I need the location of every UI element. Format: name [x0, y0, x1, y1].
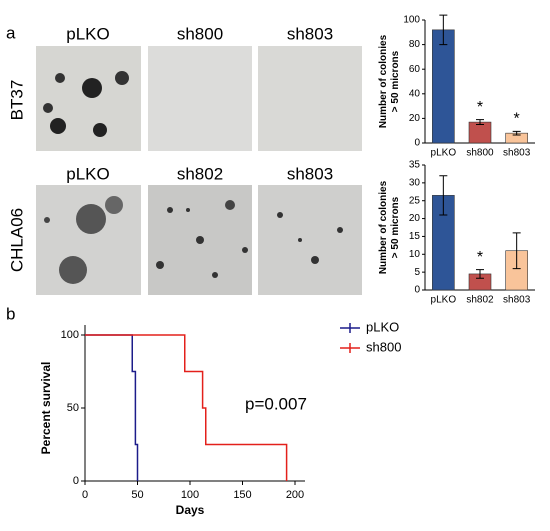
x-tick-label: sh800 [466, 148, 494, 159]
y-tick-label: 40 [409, 88, 421, 99]
x-tick-label: 200 [286, 489, 304, 501]
y-tick-label: 10 [409, 249, 421, 260]
y-tick-label: 80 [409, 39, 421, 50]
column-label: sh803 [287, 24, 333, 43]
significance-mark: * [477, 99, 483, 116]
y-axis-label: Percent survival [39, 362, 53, 455]
x-tick-label: sh803 [503, 295, 531, 306]
row-label: BT37 [7, 80, 26, 121]
x-tick-label: 150 [233, 489, 251, 501]
error-bar [476, 119, 484, 126]
panel-label: a [6, 23, 16, 42]
annotation: p=0.007 [245, 394, 307, 413]
y-tick-label: 5 [414, 267, 420, 278]
y-tick-label: 25 [409, 195, 421, 206]
error-bar [439, 14, 448, 46]
y-tick-label: 0 [73, 475, 79, 487]
y-axis-label: Number of colonies> 50 microns [378, 180, 401, 274]
y-tick-label: 35 [409, 160, 421, 171]
x-tick-label: 0 [82, 489, 88, 501]
row-label: CHLA06 [7, 208, 26, 272]
error-bar [476, 269, 484, 279]
error-bar [439, 175, 448, 216]
y-axis-label-line: Number of colonies [378, 34, 389, 128]
y-tick-label: 100 [61, 329, 79, 341]
significance-mark: * [514, 111, 520, 128]
y-axis-label-line: > 50 microns [390, 50, 401, 112]
survival-line [85, 334, 288, 481]
column-label: pLKO [66, 164, 109, 183]
significance-mark: * [477, 249, 483, 266]
y-axis-label-line: > 50 microns [390, 196, 401, 258]
error-bar [512, 232, 521, 270]
x-tick-label: sh802 [466, 295, 494, 306]
y-axis-label: Number of colonies> 50 microns [378, 34, 401, 128]
bar [432, 29, 455, 144]
y-tick-label: 20 [409, 213, 421, 224]
column-label: sh800 [177, 24, 223, 43]
x-axis-label: Days [176, 503, 205, 517]
legend-label: sh800 [366, 339, 401, 354]
survival-line [85, 334, 139, 481]
x-tick-label: pLKO [431, 295, 457, 306]
y-tick-label: 50 [67, 402, 79, 414]
x-tick-label: 100 [181, 489, 199, 501]
micrographs [36, 46, 362, 295]
legend-label: pLKO [366, 319, 399, 334]
y-tick-label: 100 [403, 15, 420, 26]
y-tick-label: 30 [409, 177, 421, 188]
y-tick-label: 20 [409, 113, 421, 124]
y-tick-label: 60 [409, 64, 421, 75]
column-label: pLKO [66, 24, 109, 43]
panel-label: b [6, 304, 15, 323]
y-tick-label: 0 [414, 138, 420, 149]
bar [468, 121, 492, 144]
column-label: sh803 [287, 164, 333, 183]
y-axis-label-line: Number of colonies [378, 180, 389, 274]
x-tick-label: 50 [131, 489, 143, 501]
x-tick-label: pLKO [431, 148, 457, 159]
error-bar [512, 130, 521, 136]
column-label: sh802 [177, 164, 223, 183]
y-tick-label: 15 [409, 231, 421, 242]
x-tick-label: sh803 [503, 148, 531, 159]
y-tick-label: 0 [414, 285, 420, 296]
